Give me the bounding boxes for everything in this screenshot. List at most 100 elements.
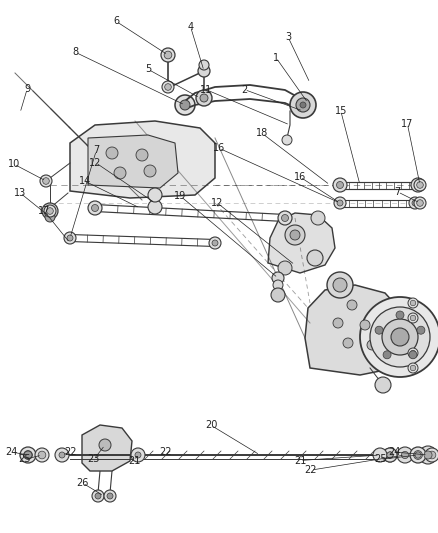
Circle shape: [413, 450, 422, 459]
Circle shape: [336, 182, 343, 189]
Circle shape: [419, 446, 437, 464]
Text: 6: 6: [113, 17, 119, 26]
Text: 13: 13: [14, 188, 26, 198]
Text: 1: 1: [273, 53, 279, 62]
Circle shape: [360, 320, 370, 330]
Circle shape: [411, 178, 425, 192]
Circle shape: [106, 147, 118, 159]
Circle shape: [42, 203, 58, 219]
Circle shape: [180, 100, 190, 110]
Text: 17: 17: [38, 206, 50, 215]
Text: 21: 21: [294, 456, 306, 465]
Circle shape: [333, 318, 343, 328]
Circle shape: [38, 451, 46, 459]
Text: 3: 3: [285, 33, 291, 42]
Circle shape: [282, 135, 292, 145]
Circle shape: [198, 65, 210, 77]
Circle shape: [401, 451, 409, 458]
Text: 4: 4: [187, 22, 194, 31]
Circle shape: [425, 448, 438, 462]
Circle shape: [99, 439, 111, 451]
Circle shape: [360, 297, 438, 377]
Text: 22: 22: [305, 465, 317, 475]
Circle shape: [104, 490, 116, 502]
Circle shape: [333, 278, 347, 292]
Circle shape: [278, 261, 292, 275]
Circle shape: [410, 350, 416, 356]
Circle shape: [271, 288, 285, 302]
Text: 17: 17: [401, 119, 413, 128]
Circle shape: [144, 165, 156, 177]
Circle shape: [199, 60, 209, 70]
Text: 25: 25: [18, 455, 31, 464]
Text: 14: 14: [79, 176, 91, 186]
Circle shape: [40, 175, 52, 187]
Circle shape: [131, 448, 145, 462]
Circle shape: [148, 200, 162, 214]
Circle shape: [278, 211, 292, 225]
Circle shape: [114, 167, 126, 179]
Text: 21: 21: [128, 456, 140, 465]
Circle shape: [397, 447, 413, 463]
Circle shape: [272, 272, 284, 284]
Text: 15: 15: [335, 106, 347, 116]
Circle shape: [24, 450, 32, 459]
Circle shape: [408, 298, 418, 308]
Circle shape: [55, 448, 69, 462]
Circle shape: [88, 201, 102, 215]
Circle shape: [414, 179, 426, 191]
Circle shape: [396, 311, 404, 319]
Circle shape: [412, 200, 418, 206]
Circle shape: [327, 272, 353, 298]
Circle shape: [24, 451, 32, 459]
Text: 22: 22: [65, 447, 77, 457]
Text: 26: 26: [76, 478, 88, 488]
Circle shape: [414, 197, 426, 209]
Circle shape: [409, 197, 421, 209]
Circle shape: [391, 328, 409, 346]
Circle shape: [410, 365, 416, 371]
Text: 16: 16: [294, 172, 306, 182]
Circle shape: [67, 235, 73, 241]
Circle shape: [212, 240, 218, 246]
Text: 9: 9: [24, 84, 30, 94]
Circle shape: [410, 300, 416, 306]
Polygon shape: [305, 285, 408, 375]
Text: 11: 11: [200, 85, 212, 94]
Circle shape: [300, 102, 306, 108]
Circle shape: [382, 319, 418, 355]
Circle shape: [92, 205, 99, 212]
Circle shape: [95, 493, 101, 499]
Circle shape: [343, 338, 353, 348]
Text: 12: 12: [89, 158, 102, 167]
Circle shape: [196, 90, 212, 106]
Circle shape: [92, 490, 104, 502]
Text: 7: 7: [395, 187, 401, 197]
Circle shape: [415, 452, 421, 458]
Text: 2: 2: [241, 85, 247, 94]
Text: 12: 12: [211, 198, 223, 207]
Circle shape: [387, 452, 393, 458]
Circle shape: [337, 200, 343, 206]
Circle shape: [387, 452, 393, 458]
Circle shape: [334, 197, 346, 209]
Circle shape: [411, 448, 425, 462]
Circle shape: [296, 98, 310, 112]
Circle shape: [135, 452, 141, 458]
Circle shape: [375, 326, 383, 334]
Text: 24: 24: [388, 447, 400, 457]
Circle shape: [200, 94, 208, 102]
Text: 7: 7: [93, 146, 99, 155]
Circle shape: [35, 448, 49, 462]
Circle shape: [162, 81, 174, 93]
Circle shape: [417, 182, 423, 188]
Polygon shape: [82, 425, 132, 471]
Circle shape: [408, 313, 418, 323]
Text: 20: 20: [205, 421, 217, 430]
Circle shape: [64, 232, 76, 244]
Circle shape: [383, 448, 397, 462]
Circle shape: [59, 452, 65, 458]
Circle shape: [373, 448, 387, 462]
Circle shape: [282, 214, 289, 222]
Circle shape: [383, 448, 397, 462]
